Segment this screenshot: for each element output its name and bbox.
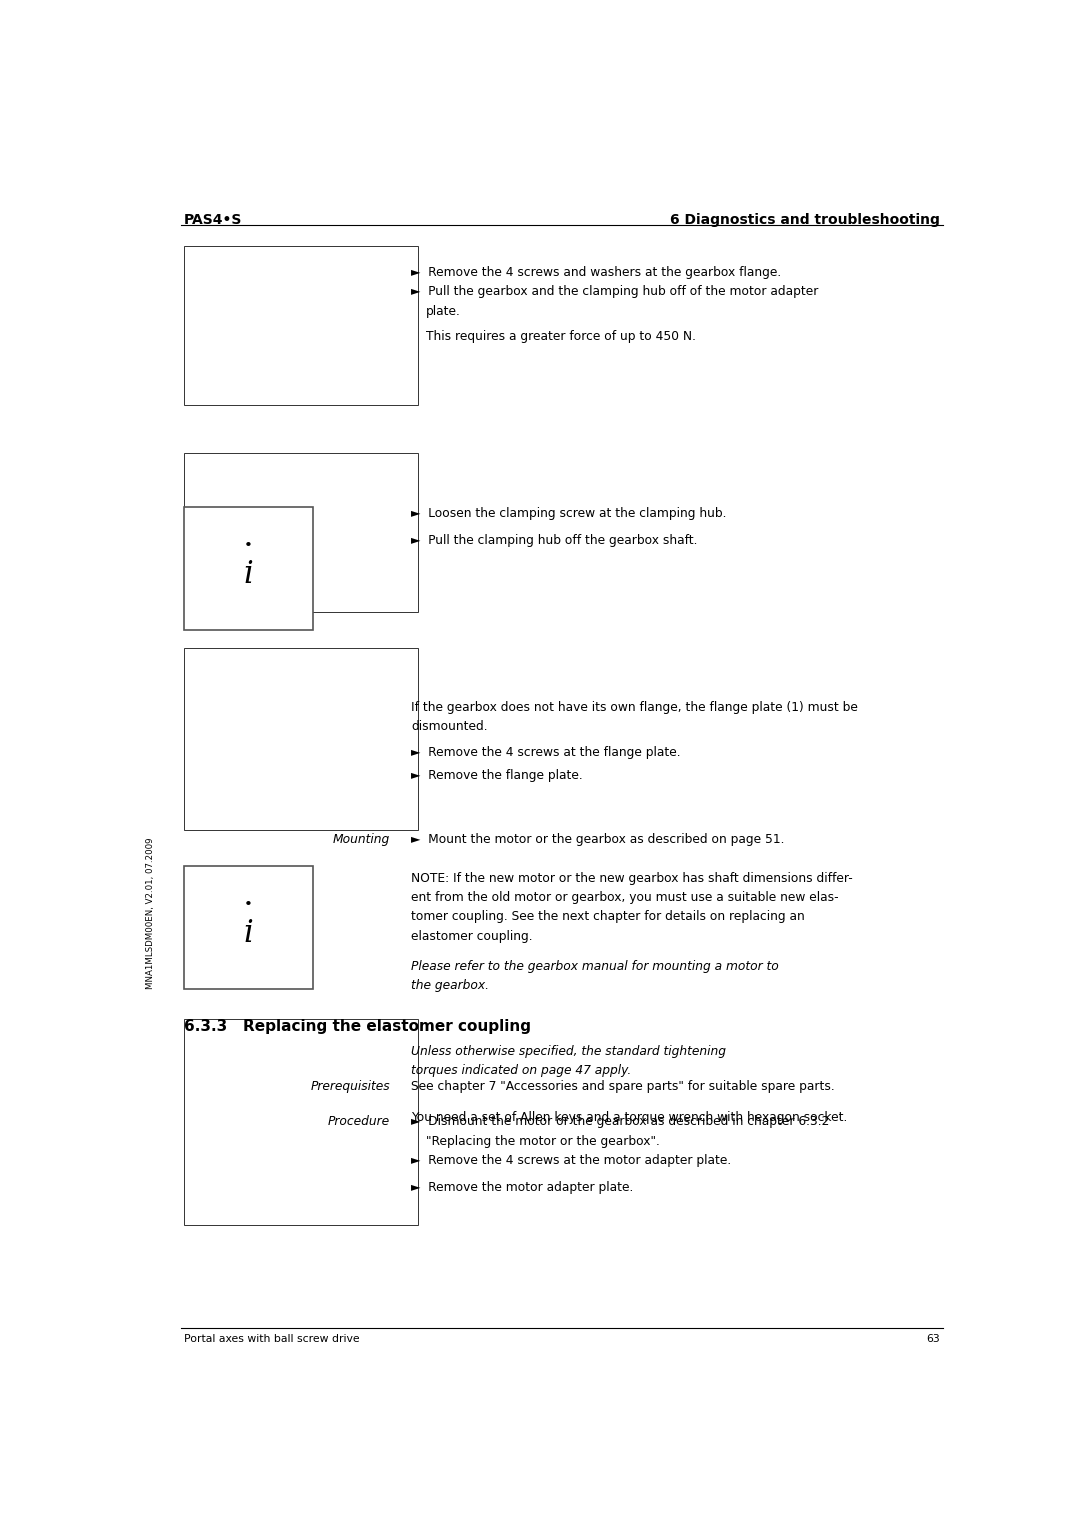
Text: 63: 63: [927, 1334, 941, 1345]
Text: Portal axes with ball screw drive: Portal axes with ball screw drive: [184, 1334, 360, 1345]
Text: ►  Pull the gearbox and the clamping hub off of the motor adapter: ► Pull the gearbox and the clamping hub …: [411, 286, 819, 298]
Text: •: •: [244, 898, 253, 912]
Text: ►  Dismount the motor or the gearbox as described in chapter 6.3.2: ► Dismount the motor or the gearbox as d…: [411, 1115, 829, 1128]
Text: i: i: [243, 559, 254, 590]
Text: ►  Pull the clamping hub off the gearbox shaft.: ► Pull the clamping hub off the gearbox …: [411, 535, 698, 547]
Text: If the gearbox does not have its own flange, the flange plate (1) must be: If the gearbox does not have its own fla…: [411, 701, 859, 714]
Text: 6 Diagnostics and troubleshooting: 6 Diagnostics and troubleshooting: [671, 212, 941, 226]
Text: ►  Remove the flange plate.: ► Remove the flange plate.: [411, 769, 583, 782]
Text: Mounting: Mounting: [333, 833, 390, 847]
Text: ►  Remove the 4 screws and washers at the gearbox flange.: ► Remove the 4 screws and washers at the…: [411, 266, 782, 278]
Text: See chapter 7 "Accessories and spare parts" for suitable spare parts.: See chapter 7 "Accessories and spare par…: [411, 1080, 835, 1093]
Text: ►  Remove the motor adapter plate.: ► Remove the motor adapter plate.: [411, 1181, 634, 1195]
Text: This requires a greater force of up to 450 N.: This requires a greater force of up to 4…: [427, 330, 697, 342]
Text: the gearbox.: the gearbox.: [411, 979, 489, 992]
Text: torques indicated on page 47 apply.: torques indicated on page 47 apply.: [411, 1063, 632, 1077]
Text: You need a set of Allen keys and a torque wrench with hexagon socket.: You need a set of Allen keys and a torqu…: [411, 1111, 848, 1125]
Text: MNA1MLSDM00EN, V2.01, 07.2009: MNA1MLSDM00EN, V2.01, 07.2009: [146, 837, 154, 989]
Text: Please refer to the gearbox manual for mounting a motor to: Please refer to the gearbox manual for m…: [411, 960, 779, 973]
Text: "Replacing the motor or the gearbox".: "Replacing the motor or the gearbox".: [427, 1135, 660, 1148]
Text: plate.: plate.: [427, 304, 461, 318]
Text: ent from the old motor or gearbox, you must use a suitable new elas-: ent from the old motor or gearbox, you m…: [411, 891, 839, 905]
Bar: [184, 866, 313, 989]
Bar: [184, 452, 418, 611]
Text: i: i: [243, 918, 254, 949]
Text: Unless otherwise specified, the standard tightening: Unless otherwise specified, the standard…: [411, 1045, 726, 1057]
Text: dismounted.: dismounted.: [411, 721, 488, 733]
Text: elastomer coupling.: elastomer coupling.: [411, 931, 532, 943]
Text: ►  Loosen the clamping screw at the clamping hub.: ► Loosen the clamping screw at the clamp…: [411, 507, 727, 520]
Bar: [184, 507, 313, 631]
Text: ►  Mount the motor or the gearbox as described on page 51.: ► Mount the motor or the gearbox as desc…: [411, 833, 785, 847]
Bar: [184, 648, 418, 830]
Bar: [184, 1019, 418, 1224]
Text: ►  Remove the 4 screws at the motor adapter plate.: ► Remove the 4 screws at the motor adapt…: [411, 1154, 731, 1167]
Text: NOTE: If the new motor or the new gearbox has shaft dimensions differ-: NOTE: If the new motor or the new gearbo…: [411, 871, 853, 885]
Text: •: •: [244, 539, 253, 553]
Text: 6.3.3   Replacing the elastomer coupling: 6.3.3 Replacing the elastomer coupling: [184, 1019, 530, 1034]
Text: tomer coupling. See the next chapter for details on replacing an: tomer coupling. See the next chapter for…: [411, 911, 805, 923]
Bar: [184, 246, 418, 405]
Text: ►  Remove the 4 screws at the flange plate.: ► Remove the 4 screws at the flange plat…: [411, 746, 680, 759]
Text: Prerequisites: Prerequisites: [311, 1080, 390, 1093]
Text: Procedure: Procedure: [328, 1115, 390, 1128]
Text: PAS4•S: PAS4•S: [184, 212, 242, 226]
